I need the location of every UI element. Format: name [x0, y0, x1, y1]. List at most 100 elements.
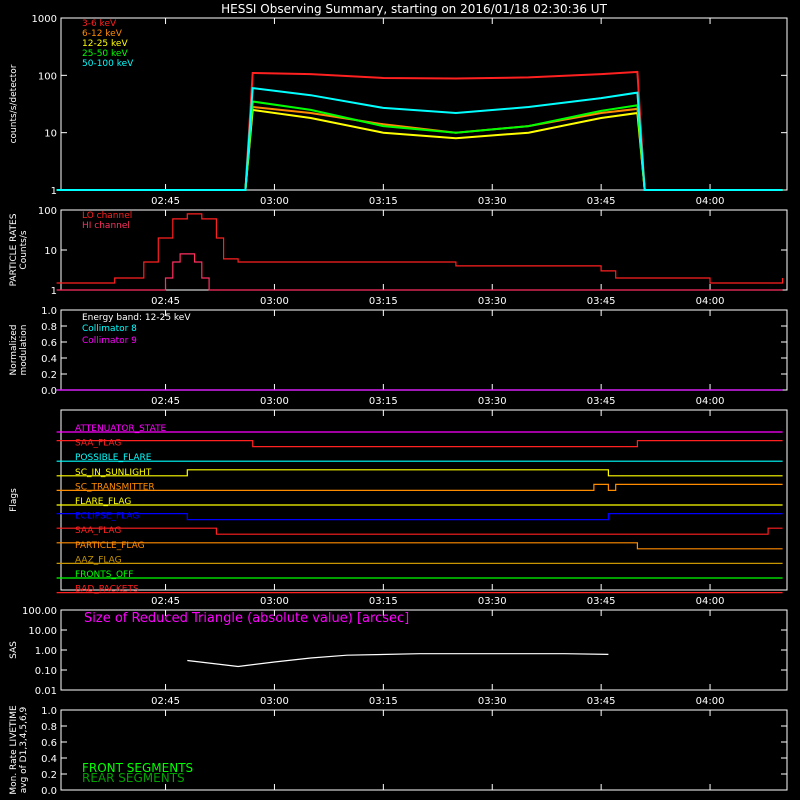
y-axis-title: modulation [19, 325, 29, 376]
legend-label: REAR SEGMENTS [82, 771, 185, 785]
y-tick-label: 0.8 [41, 322, 57, 333]
flag-label: ATTENUATOR_STATE [75, 424, 167, 434]
legend-label: Collimator 8 [82, 324, 137, 334]
legend-label: 6-12 keV [82, 29, 123, 39]
x-tick-label: 02:45 [151, 196, 180, 207]
legend-label: LO channel [82, 211, 132, 221]
x-tick-label: 03:00 [260, 696, 289, 707]
y-axis-title: avg of D1,3,4,5,6,9 [19, 706, 29, 793]
panel-modulation: 0.0 0.2 0.4 0.6 0.8 1.0 02:45 03:00 03:15 03:30 03… [9, 306, 788, 407]
y-axis-title: Mon. Rate LIVETIME [9, 705, 19, 795]
series-line [56, 108, 783, 191]
legend-label: 50-100 keV [82, 59, 134, 69]
flag-label: PARTICLE_FLAG [75, 541, 145, 551]
legend-label: 3-6 keV [82, 19, 117, 29]
flag-label: SAA_FLAG [75, 439, 121, 449]
x-tick-label: 02:45 [151, 696, 180, 707]
flag-line [56, 483, 783, 491]
series-line [187, 653, 609, 668]
panel-frame [60, 17, 788, 191]
x-tick-label: 04:00 [696, 596, 725, 607]
y-tick-label: 100 [38, 71, 57, 82]
y-tick-label: 0.2 [41, 370, 57, 381]
flag-line [56, 527, 783, 535]
flag-label: POSSIBLE_FLARE [75, 453, 152, 463]
x-tick-label: 02:45 [151, 396, 180, 407]
x-tick-label: 03:15 [369, 296, 398, 307]
y-tick-label: 0.10 [35, 666, 57, 677]
y-tick-label: 0.8 [41, 722, 57, 733]
y-axis-title: counts/s/detector [9, 64, 19, 143]
y-axis-title: Normalized [9, 324, 19, 375]
series-line [56, 100, 783, 191]
x-tick-label: 03:15 [369, 696, 398, 707]
series-line [56, 253, 783, 291]
x-tick-label: 03:45 [587, 396, 616, 407]
panel-counts: 1 10 100 1000 02:45 03:00 03:15 03:30 03:45 04:00… [9, 14, 788, 207]
x-tick-label: 04:00 [696, 696, 725, 707]
y-tick-label: 0.4 [41, 754, 57, 765]
x-tick-label: 03:00 [260, 396, 289, 407]
x-tick-label: 03:30 [478, 296, 507, 307]
y-axis-title: Counts/s [19, 230, 29, 269]
x-tick-label: 03:00 [260, 596, 289, 607]
y-tick-label: 0.2 [41, 770, 57, 781]
y-tick-label: 0.0 [41, 786, 57, 797]
y-tick-label: 1.00 [35, 646, 57, 657]
x-tick-label: 03:30 [478, 396, 507, 407]
y-tick-label: 0.0 [41, 386, 57, 397]
legend-label: 25-50 keV [82, 49, 128, 59]
x-tick-label: 03:45 [587, 596, 616, 607]
flag-label: SC_TRANSMITTER [75, 482, 155, 492]
legend-title: Energy band: 12-25 keV [82, 313, 191, 323]
y-tick-label: 10 [44, 246, 57, 257]
series-line [56, 213, 784, 284]
series-line [56, 70, 783, 191]
flag-label: AAZ_FLAG [75, 555, 122, 565]
x-tick-label: 03:15 [369, 396, 398, 407]
x-tick-label: 02:45 [151, 296, 180, 307]
x-tick-label: 03:45 [587, 296, 616, 307]
x-tick-label: 03:15 [369, 196, 398, 207]
y-tick-label: 1.0 [41, 306, 57, 317]
y-tick-label: 10.00 [28, 626, 57, 637]
panel-sas: 0.01 0.10 1.00 10.00 100.00 02:45 03:00 03:15 03… [9, 606, 788, 707]
x-tick-label: 03:00 [260, 296, 289, 307]
flag-label: ECLIPSE_FLAG [75, 512, 139, 522]
y-tick-label: 0.4 [41, 354, 57, 365]
y-axis-title: PARTICLE RATES [9, 213, 19, 286]
flag-line [56, 512, 783, 521]
flag-label: FRONTS_OFF [75, 570, 133, 580]
y-tick-label: 0.01 [35, 686, 57, 697]
x-tick-label: 03:45 [587, 196, 616, 207]
legend-label: HI channel [82, 221, 130, 231]
y-tick-label: 100 [38, 206, 57, 217]
panel-frame [60, 409, 788, 591]
x-tick-label: 03:30 [478, 596, 507, 607]
x-tick-label: 03:45 [587, 696, 616, 707]
x-tick-label: 04:00 [696, 396, 725, 407]
flag-line [56, 440, 783, 448]
legend-label: FRONT SEGMENTS [82, 761, 193, 775]
y-tick-label: 100.00 [22, 606, 57, 617]
flag-label: SC_IN_SUNLIGHT [75, 468, 152, 478]
x-tick-label: 04:00 [696, 296, 725, 307]
panel-particle: 1 10 100 02:45 03:00 03:15 03:30 03:45 04:00 PART… [9, 206, 788, 307]
panel-flags: 02:45 03:00 03:15 03:30 03:45 04:00 Flags ATTEN… [9, 409, 788, 607]
figure-title: HESSI Observing Summary, starting on 201… [221, 2, 607, 16]
y-tick-label: 1 [51, 286, 57, 297]
panel-title: Size of Reduced Triangle (absolute value… [84, 611, 409, 626]
flag-line [56, 469, 783, 477]
y-tick-label: 1000 [32, 14, 57, 25]
y-tick-label: 0.6 [41, 338, 57, 349]
x-tick-label: 03:30 [478, 696, 507, 707]
series-line [56, 105, 783, 191]
panel-livetime: 0.0 0.2 0.4 0.6 0.8 1.0 Mon. Rate LIVETIME avg … [9, 705, 788, 797]
legend-label: Collimator 9 [82, 336, 137, 346]
y-axis-title: Flags [9, 488, 19, 512]
y-tick-label: 10 [44, 129, 57, 140]
panel-frame [60, 709, 788, 791]
series-line [56, 86, 783, 191]
y-axis-title: SAS [9, 641, 19, 659]
x-tick-label: 03:00 [260, 196, 289, 207]
